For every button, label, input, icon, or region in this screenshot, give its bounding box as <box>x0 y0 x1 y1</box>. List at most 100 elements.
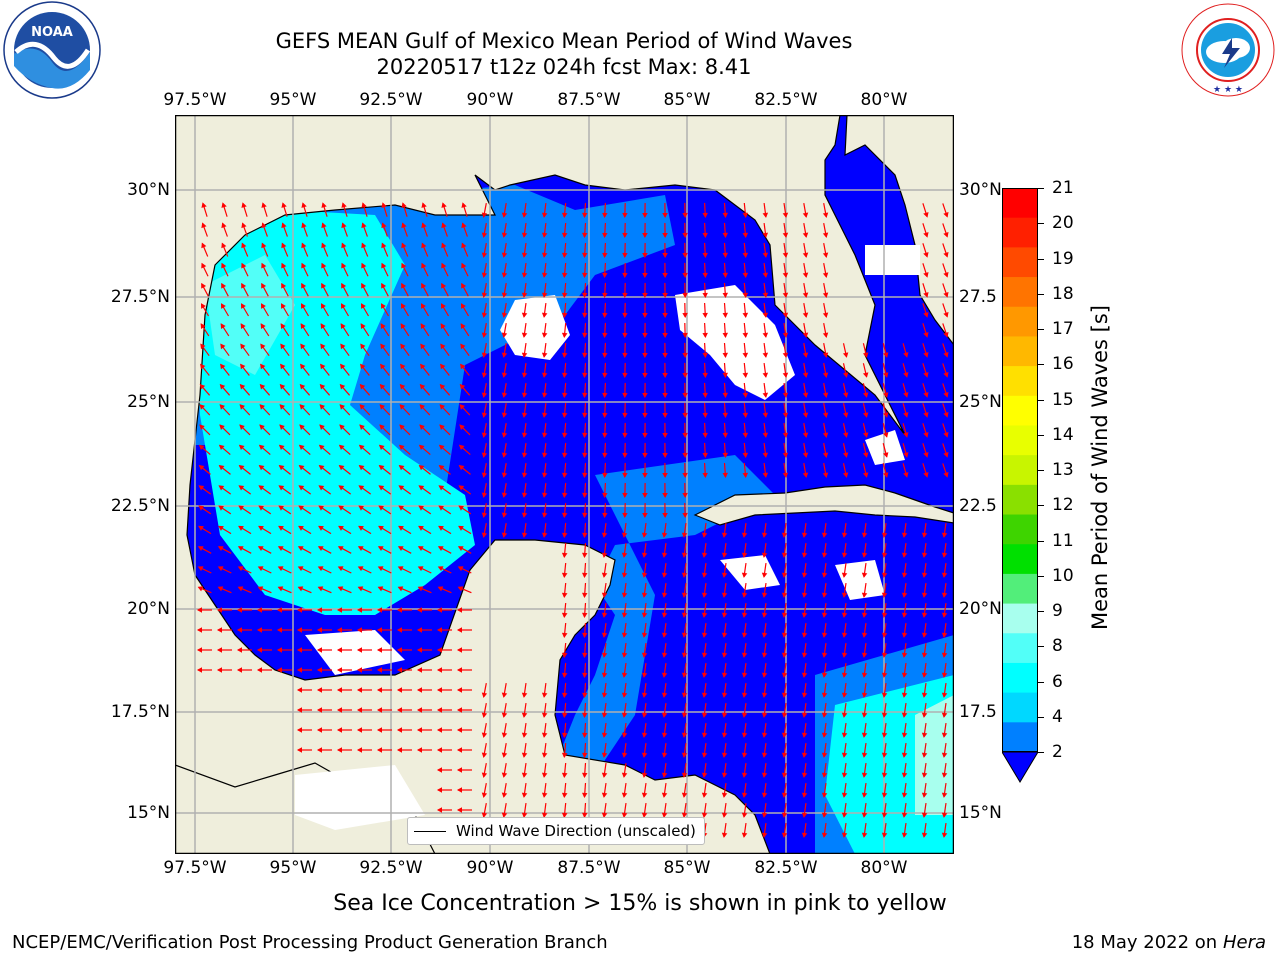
wind-arrow-head <box>701 732 708 738</box>
wind-arrow-head <box>296 707 302 713</box>
wind-arrow-head <box>923 392 929 398</box>
wind-arrow-head <box>841 752 848 758</box>
wind-arrow-head <box>622 352 628 359</box>
wind-arrow-head <box>581 572 588 579</box>
wind-arrow-head <box>861 612 868 618</box>
wind-arrow-head <box>841 832 848 838</box>
colorbar-tick-label: 17 <box>1052 319 1074 339</box>
wind-arrow-head <box>782 352 789 358</box>
wind-arrow-head <box>316 687 322 693</box>
wind-arrow-head <box>642 413 648 419</box>
wind-arrow-head <box>641 732 648 738</box>
wind-arrow-head <box>417 566 424 572</box>
y-tick-left-6: 17.5°N <box>110 702 170 722</box>
colorbar-frame <box>1002 188 1038 752</box>
wind-arrow-head <box>822 212 829 218</box>
ocean-6-8-southeast <box>915 695 954 815</box>
x-tick-top-1: 97.5°W <box>163 90 227 110</box>
wind-arrow-head <box>521 792 528 798</box>
wind-arrow-head <box>881 772 888 778</box>
wind-arrow-head <box>923 372 929 378</box>
wind-arrow-head <box>702 252 708 259</box>
wind-arrow-head <box>761 692 768 698</box>
wind-arrow-head <box>378 444 385 451</box>
wind-arrow-head <box>236 667 242 673</box>
wind-arrow-head <box>781 732 788 738</box>
wind-arrow-head <box>541 292 548 298</box>
wind-arrow-head <box>661 672 668 678</box>
wind-arrow-head <box>418 444 425 451</box>
wind-arrow-head <box>602 432 608 439</box>
wind-arrow-head <box>300 323 306 329</box>
wind-arrow-head <box>581 672 588 679</box>
wind-arrow-head <box>601 812 608 818</box>
wind-arrow-head <box>561 552 568 559</box>
wind-arrow-head <box>460 363 466 370</box>
footer-date-text: 18 May 2022 on <box>1071 932 1218 953</box>
colorbar-swatches <box>1001 188 1039 783</box>
wind-arrow-head <box>336 727 342 733</box>
wind-arrow-head <box>521 812 528 818</box>
wind-arrow-head <box>701 612 708 618</box>
wind-arrow-head <box>721 712 728 718</box>
wind-arrow-head <box>199 424 205 430</box>
wind-arrow-head <box>581 512 588 519</box>
wind-arrow-head <box>541 772 548 778</box>
wind-arrow-head <box>281 222 287 229</box>
wind-arrow-head <box>439 404 445 410</box>
wind-arrow-head <box>396 707 402 713</box>
wind-arrow-head <box>561 572 568 579</box>
colorbar-tick-label: 8 <box>1052 636 1063 657</box>
wind-arrow-head <box>219 424 225 430</box>
colorbar-tick-label: 20 <box>1052 213 1074 234</box>
colorbar-tick-mark <box>1038 505 1044 507</box>
wind-arrow-head <box>862 372 869 378</box>
wind-arrow-head <box>219 404 225 410</box>
wind-arrow-head <box>943 351 949 358</box>
wind-arrow-head <box>722 372 729 379</box>
wind-arrow-head <box>400 323 406 329</box>
wind-arrow-head <box>419 404 425 410</box>
wind-arrow-head <box>340 343 346 350</box>
wind-arrow-head <box>561 372 568 379</box>
wind-arrow-head <box>481 472 488 478</box>
wind-arrow-head <box>923 352 929 358</box>
wind-arrow-head <box>841 652 848 658</box>
wind-arrow-head <box>861 552 868 558</box>
wind-arrow-head <box>416 667 422 673</box>
wind-arrow-head <box>682 232 688 239</box>
wind-arrow-head <box>501 412 508 418</box>
wind-arrow-head <box>602 252 608 259</box>
wind-arrow-head <box>501 492 508 498</box>
wind-arrow-head <box>641 712 648 718</box>
y-tick-right-3: 25°N <box>959 392 1002 412</box>
wind-arrow-head <box>440 363 446 370</box>
wind-arrow-head <box>300 343 306 350</box>
wind-arrow-head <box>316 607 322 613</box>
wind-arrow-head <box>481 292 488 298</box>
wind-arrow-head <box>661 712 668 718</box>
wind-arrow-head <box>781 712 788 718</box>
wind-arrow-head <box>581 292 588 299</box>
wind-arrow-head <box>396 667 402 673</box>
wind-arrow-head <box>602 472 608 479</box>
wind-arrow-head <box>601 752 608 758</box>
wind-arrow-head <box>762 432 769 438</box>
wind-arrow-head <box>376 607 382 613</box>
wind-arrow-head <box>481 452 488 458</box>
wind-arrow-head <box>481 412 488 418</box>
wind-arrow-head <box>581 252 588 259</box>
wind-arrow-head <box>521 252 528 258</box>
wind-arrow-head <box>240 323 246 329</box>
x-tick-top-6: 85°W <box>663 90 711 110</box>
wind-arrow-head <box>521 232 528 238</box>
wind-arrow-head <box>741 532 748 538</box>
wind-arrow-head <box>901 572 908 578</box>
wind-arrow-head <box>602 352 608 359</box>
wind-arrow-head <box>901 712 908 718</box>
wind-arrow-head <box>921 552 928 558</box>
x-tick-top-7: 82.5°W <box>754 90 818 110</box>
wind-arrow-head <box>277 546 284 551</box>
wind-arrow-head <box>781 612 788 618</box>
colorbar-band <box>1002 484 1038 516</box>
